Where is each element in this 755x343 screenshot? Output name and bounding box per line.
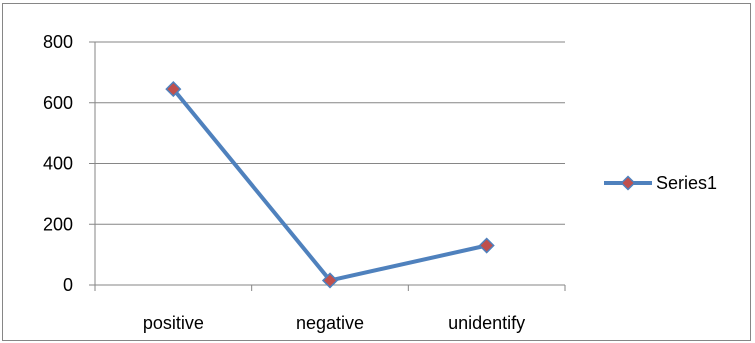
series-line bbox=[171, 87, 489, 283]
y-tick-label: 0 bbox=[63, 275, 73, 295]
x-tick-label: negative bbox=[296, 313, 364, 333]
legend-label: Series1 bbox=[656, 173, 717, 193]
y-tick-label: 400 bbox=[43, 154, 73, 174]
x-tick-label: unidentify bbox=[448, 313, 525, 333]
x-tick-label: positive bbox=[143, 313, 204, 333]
y-tick-label: 800 bbox=[43, 32, 73, 52]
y-tick-label: 200 bbox=[43, 214, 73, 234]
data-point-marker bbox=[165, 81, 182, 98]
data-point-marker bbox=[321, 272, 339, 289]
legend-marker-swatch bbox=[620, 175, 636, 191]
y-tick-label: 600 bbox=[43, 93, 73, 113]
data-point-marker bbox=[478, 237, 495, 254]
